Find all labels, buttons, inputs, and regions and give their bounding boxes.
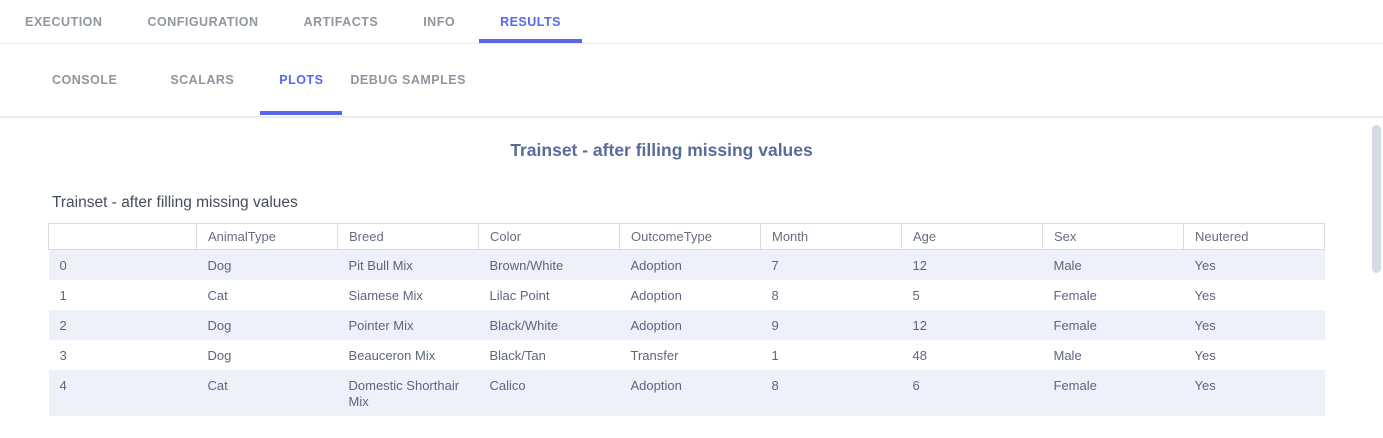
cell-outcometype: Adoption (630, 377, 682, 393)
column-header-breed: Breed (337, 223, 479, 250)
cell-neutered: Yes (1194, 287, 1216, 303)
column-header-neutered: Neutered (1183, 223, 1325, 250)
column-header-animaltype: AnimalType (196, 223, 338, 250)
tab-info[interactable]: INFO (423, 14, 456, 29)
column-header-index (48, 223, 197, 250)
cell-color: Black/White (489, 317, 559, 333)
cell-breed: Domestic Shorthair Mix (348, 377, 460, 410)
cell-age: 5 (912, 287, 920, 303)
results-sub-tab-bar: CONSOLE SCALARS PLOTS DEBUG SAMPLES (0, 44, 1383, 118)
cell-age: 6 (912, 377, 920, 393)
table-row: 0 Dog Pit Bull Mix Brown/White Adoption … (48, 249, 1325, 280)
cell-breed: Pointer Mix (348, 317, 414, 333)
cell-sex: Male (1053, 347, 1082, 363)
cell-animaltype: Cat (207, 377, 228, 393)
cell-month: 1 (771, 347, 779, 363)
column-header-age: Age (901, 223, 1043, 250)
column-header-month: Month (760, 223, 902, 250)
cell-animaltype: Cat (207, 287, 228, 303)
top-tab-bar: EXECUTION CONFIGURATION ARTIFACTS INFO R… (0, 0, 1383, 44)
cell-age: 12 (912, 317, 927, 333)
cell-outcometype: Adoption (630, 287, 682, 303)
cell-row-index: 1 (59, 287, 67, 303)
cell-sex: Female (1053, 317, 1097, 333)
tab-debug-samples[interactable]: DEBUG SAMPLES (350, 73, 466, 87)
cell-age: 12 (912, 258, 927, 273)
plot-section-title: Trainset - after filling missing values (510, 140, 813, 160)
cell-breed: Siamese Mix (348, 287, 423, 303)
tab-plots[interactable]: PLOTS (260, 44, 343, 116)
cell-month: 8 (771, 287, 779, 303)
table-row: 4 Cat Domestic Shorthair Mix Calico Adop… (48, 369, 1325, 417)
column-header-sex: Sex (1042, 223, 1184, 250)
cell-row-index: 2 (59, 317, 67, 333)
cell-row-index: 3 (59, 347, 67, 363)
vertical-scrollbar-thumb[interactable] (1372, 125, 1381, 273)
cell-neutered: Yes (1194, 258, 1216, 273)
tab-artifacts[interactable]: ARTIFACTS (303, 14, 379, 29)
column-header-color: Color (478, 223, 620, 250)
table-title: Trainset - after filling missing values (52, 194, 298, 211)
cell-outcometype: Transfer (630, 347, 679, 363)
tab-results[interactable]: RESULTS (479, 0, 582, 43)
cell-animaltype: Dog (207, 347, 232, 363)
cell-month: 8 (771, 377, 779, 393)
cell-row-index: 4 (59, 377, 67, 393)
cell-outcometype: Adoption (630, 258, 682, 273)
cell-color: Black/Tan (489, 347, 546, 363)
table-header-row: AnimalType Breed Color OutcomeType Month… (48, 223, 1325, 250)
tab-configuration[interactable]: CONFIGURATION (147, 14, 259, 29)
cell-sex: Male (1053, 258, 1082, 273)
cell-neutered: Yes (1194, 347, 1216, 363)
cell-row-index: 0 (59, 258, 67, 273)
trainset-table: AnimalType Breed Color OutcomeType Month… (48, 223, 1325, 417)
cell-neutered: Yes (1194, 317, 1216, 333)
tab-scalars[interactable]: SCALARS (170, 73, 235, 87)
cell-month: 9 (771, 317, 779, 333)
cell-outcometype: Adoption (630, 317, 682, 333)
tab-execution[interactable]: EXECUTION (25, 14, 103, 29)
table-row: 2 Dog Pointer Mix Black/White Adoption 9… (48, 309, 1325, 340)
cell-breed: Beauceron Mix (348, 347, 436, 363)
cell-animaltype: Dog (207, 258, 232, 273)
table-row: 1 Cat Siamese Mix Lilac Point Adoption 8… (49, 280, 1325, 310)
cell-sex: Female (1053, 287, 1097, 303)
tab-console[interactable]: CONSOLE (52, 73, 118, 87)
vertical-scrollbar-track[interactable] (1372, 119, 1381, 438)
cell-neutered: Yes (1194, 377, 1216, 393)
cell-color: Lilac Point (489, 287, 550, 303)
cell-animaltype: Dog (207, 317, 232, 333)
cell-breed: Pit Bull Mix (348, 258, 413, 273)
cell-color: Calico (489, 377, 526, 393)
column-header-outcometype: OutcomeType (619, 223, 761, 250)
cell-month: 7 (771, 258, 779, 273)
cell-sex: Female (1053, 377, 1097, 393)
cell-age: 48 (912, 347, 927, 363)
cell-color: Brown/White (489, 258, 564, 273)
table-row: 3 Dog Beauceron Mix Black/Tan Transfer 1… (49, 340, 1325, 370)
